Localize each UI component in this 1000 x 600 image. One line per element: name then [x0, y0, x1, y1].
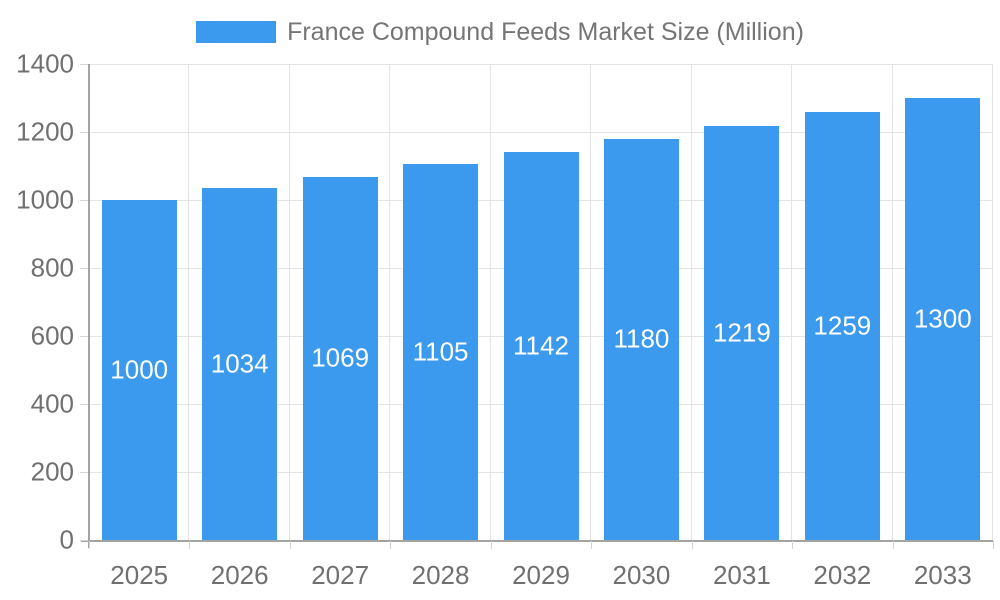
y-tick-label: 1000 — [16, 184, 74, 215]
x-tick-label: 2028 — [411, 560, 470, 590]
bar-2026[interactable]: 1034 — [202, 188, 278, 540]
y-tick-label: 200 — [30, 456, 74, 487]
gridline-v — [188, 64, 190, 540]
bar-value-label: 1259 — [813, 310, 872, 341]
legend-item[interactable]: France Compound Feeds Market Size (Milli… — [196, 18, 804, 47]
bar-value-label: 1300 — [913, 303, 972, 334]
bar-value-label: 1219 — [712, 317, 771, 348]
x-tick-label: 2033 — [913, 560, 972, 590]
x-tick-mark — [993, 541, 994, 549]
x-tick-mark — [792, 541, 794, 549]
bar-2027[interactable]: 1069 — [302, 176, 378, 540]
gridline-v — [791, 64, 793, 540]
legend-swatch-icon — [196, 21, 277, 43]
x-tick-label: 2032 — [813, 560, 872, 590]
x-axis-line — [81, 540, 993, 542]
plot-area: 1000 1034 1069 1105 1142 1180 1219 1259 1300 — [89, 64, 993, 540]
y-tick-label: 800 — [30, 252, 74, 283]
y-tick-label: 1200 — [16, 116, 74, 147]
gridline-h — [89, 64, 993, 65]
y-tick-mark — [80, 268, 88, 269]
bar-value-label: 1069 — [311, 342, 370, 373]
gridline-v — [590, 64, 592, 540]
bar-2032[interactable]: 1259 — [804, 111, 880, 540]
x-tick-mark — [490, 541, 492, 549]
gridline-v — [690, 64, 692, 540]
gridline-v — [992, 64, 993, 540]
y-axis-line — [88, 64, 90, 548]
x-tick-mark — [390, 541, 392, 549]
x-tick-label: 2026 — [210, 560, 269, 590]
legend: France Compound Feeds Market Size (Milli… — [0, 14, 1000, 50]
bar-2029[interactable]: 1142 — [503, 151, 579, 540]
x-tick-mark — [289, 541, 291, 549]
y-tick-mark — [80, 64, 88, 65]
y-tick-mark — [80, 132, 88, 133]
y-tick-mark — [80, 540, 88, 541]
gridline-v — [891, 64, 893, 540]
x-tick-label: 2030 — [612, 560, 671, 590]
y-tick-mark — [80, 404, 88, 405]
y-tick-label: 1400 — [16, 48, 74, 79]
x-tick-label: 2025 — [110, 560, 169, 590]
y-tick-mark — [80, 336, 88, 337]
gridline-v — [489, 64, 491, 540]
x-tick-mark — [691, 541, 693, 549]
y-tick-mark — [80, 200, 88, 201]
gridline-v — [389, 64, 391, 540]
x-tick-mark — [89, 541, 90, 549]
y-tick-label: 400 — [30, 388, 74, 419]
bar-value-label: 1000 — [110, 354, 169, 385]
legend-label: France Compound Feeds Market Size (Milli… — [287, 17, 804, 46]
gridline-v — [288, 64, 290, 540]
bar-2030[interactable]: 1180 — [603, 138, 679, 540]
x-tick-label: 2029 — [512, 560, 570, 590]
y-tick-label: 0 — [59, 524, 74, 555]
x-tick-mark — [892, 541, 894, 549]
bar-value-label: 1105 — [412, 336, 469, 367]
bar-value-label: 1142 — [513, 330, 569, 361]
y-tick-mark — [80, 472, 88, 473]
x-tick-mark — [189, 541, 191, 549]
bar-value-label: 1034 — [210, 348, 269, 379]
bar-2028[interactable]: 1105 — [403, 164, 479, 540]
y-tick-label: 600 — [30, 320, 74, 351]
bar-2033[interactable]: 1300 — [905, 98, 981, 540]
bar-2025[interactable]: 1000 — [101, 200, 177, 540]
bar-value-label: 1180 — [613, 323, 670, 354]
gridline-h — [89, 132, 993, 133]
x-tick-mark — [591, 541, 593, 549]
x-tick-label: 2027 — [311, 560, 370, 590]
x-tick-label: 2031 — [712, 560, 771, 590]
bar-2031[interactable]: 1219 — [704, 125, 780, 540]
